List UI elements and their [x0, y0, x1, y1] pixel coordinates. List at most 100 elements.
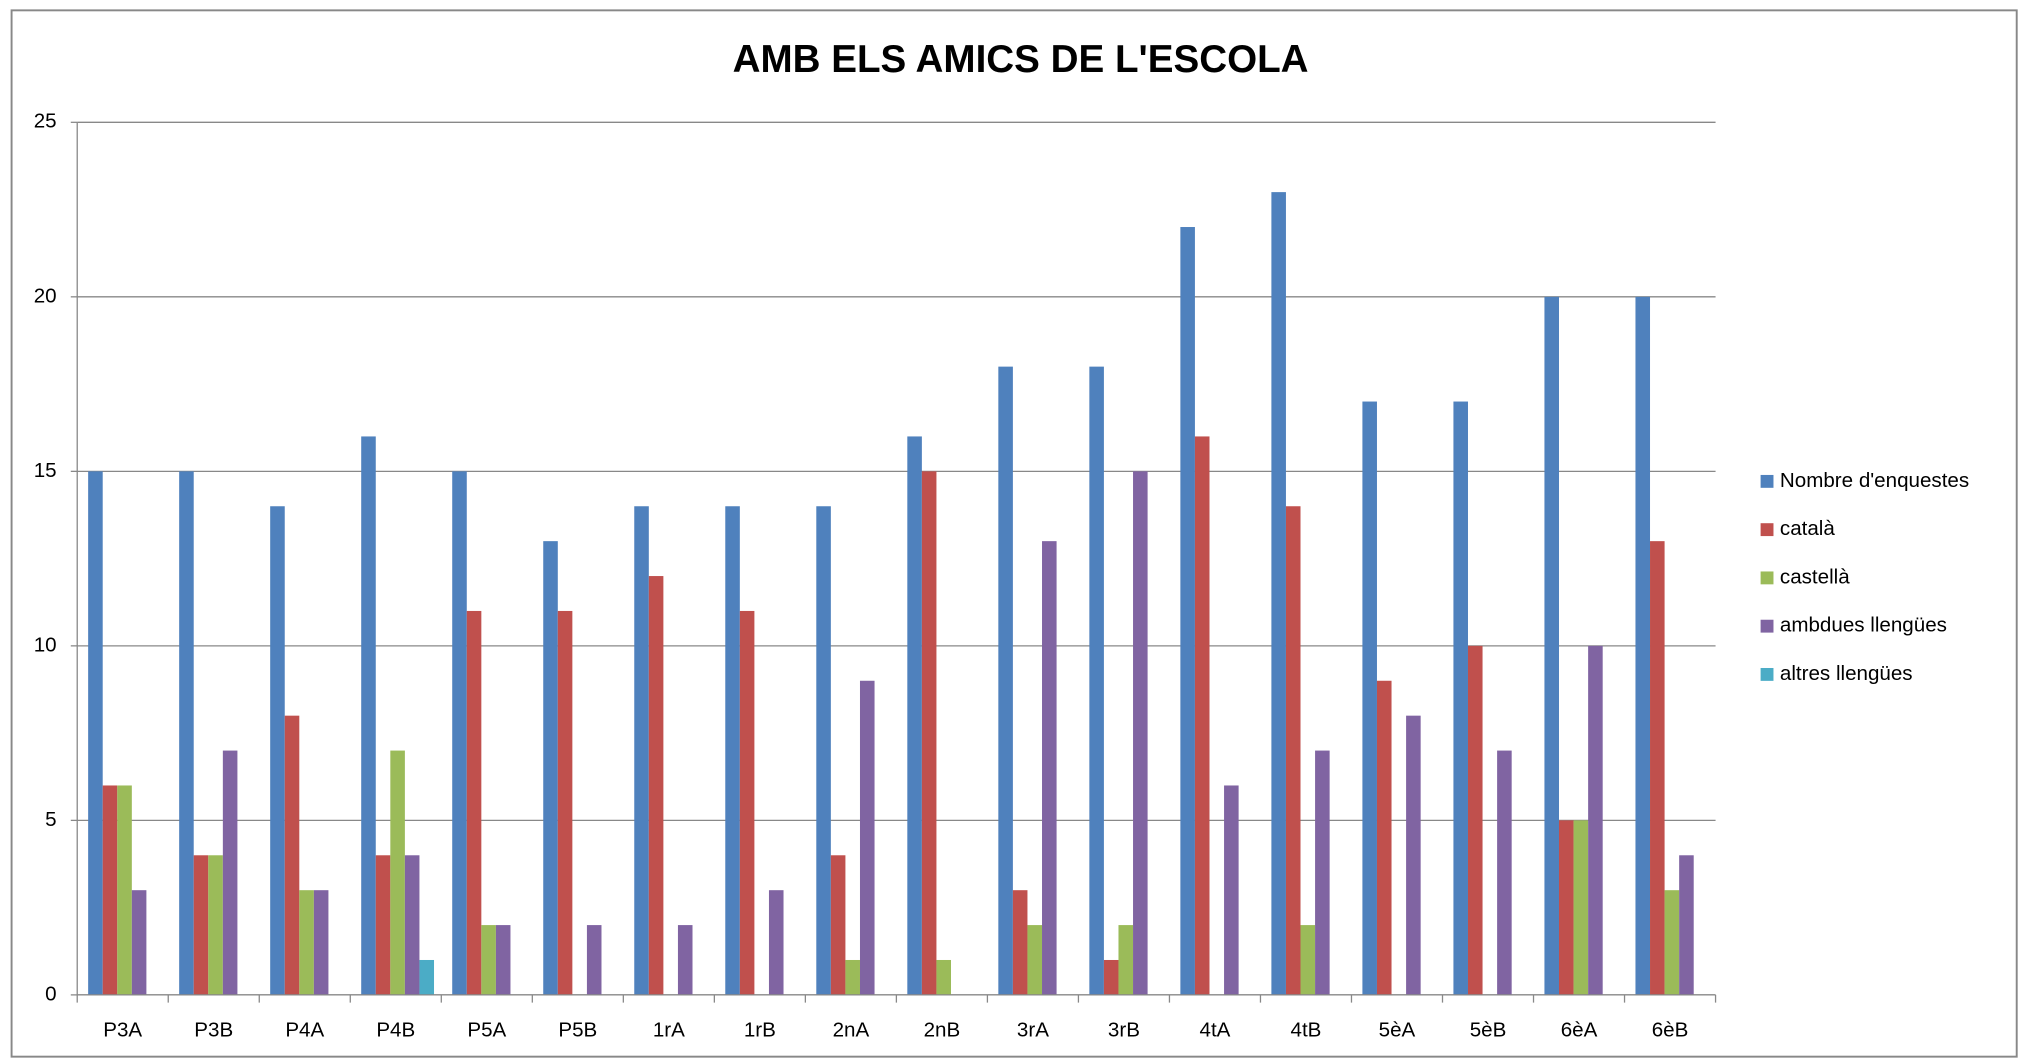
bar — [452, 471, 467, 995]
y-tick-label: 25 — [34, 110, 57, 133]
bar — [907, 436, 922, 995]
bar — [1118, 925, 1134, 995]
x-tick-label: 1rB — [744, 1018, 776, 1041]
bar — [586, 925, 602, 995]
x-tick-label: 5èA — [1379, 1018, 1416, 1041]
bar — [361, 436, 376, 995]
x-tick-label: 4tB — [1291, 1018, 1322, 1041]
x-tick-label: 2nB — [924, 1018, 961, 1041]
legend-swatch — [1760, 571, 1774, 585]
bar — [1376, 680, 1392, 995]
bar — [725, 506, 740, 995]
bar — [648, 576, 664, 995]
bar — [1467, 645, 1483, 995]
x-tick-label: P4B — [376, 1018, 415, 1041]
bar — [208, 855, 223, 995]
y-tick-label: 20 — [34, 284, 57, 307]
legend-swatch — [1760, 523, 1774, 537]
bar — [270, 506, 285, 995]
bar — [1012, 890, 1028, 995]
bar — [921, 471, 937, 995]
bar — [1285, 506, 1301, 995]
x-tick-label: P4A — [285, 1018, 324, 1041]
bar — [375, 855, 391, 995]
bar — [1315, 750, 1330, 995]
bar — [1679, 855, 1694, 995]
bar — [495, 925, 511, 995]
legend-label: català — [1780, 517, 1835, 540]
bar — [117, 785, 132, 995]
bar — [481, 925, 496, 995]
bar — [1133, 471, 1148, 995]
bar — [543, 541, 558, 995]
bar — [1453, 401, 1468, 995]
x-tick-label: 2nA — [833, 1018, 870, 1041]
bar — [768, 890, 784, 995]
bar — [859, 680, 875, 995]
bar — [1042, 541, 1057, 995]
x-tick-label: P5A — [467, 1018, 506, 1041]
bar — [284, 715, 300, 995]
bar — [830, 855, 846, 995]
x-tick-label: 3rB — [1108, 1018, 1140, 1041]
chart-title: AMB ELS AMICS DE L'ESCOLA — [733, 38, 1309, 81]
bar — [193, 855, 209, 995]
bar — [88, 471, 103, 995]
bar — [419, 959, 435, 995]
legend-swatch — [1760, 667, 1774, 681]
bar — [1089, 366, 1104, 995]
bar — [677, 925, 693, 995]
bar — [1194, 436, 1210, 995]
y-tick-label: 5 — [45, 808, 56, 831]
bar — [179, 471, 194, 995]
x-tick-label: 1rA — [653, 1018, 685, 1041]
bar — [222, 750, 238, 995]
bar — [1103, 959, 1119, 995]
bar — [1224, 785, 1239, 995]
bar — [1027, 925, 1043, 995]
bar — [998, 366, 1013, 995]
bar — [1362, 401, 1377, 995]
y-tick-label: 10 — [34, 633, 57, 656]
bar — [739, 610, 755, 995]
bar — [1271, 192, 1286, 995]
x-tick-label: 4tA — [1200, 1018, 1231, 1041]
x-tick-label: P3B — [194, 1018, 233, 1041]
bar — [1573, 820, 1589, 995]
bar — [845, 959, 860, 995]
y-tick-label: 15 — [34, 459, 57, 482]
bar — [1635, 296, 1651, 995]
y-tick-label: 0 — [45, 982, 56, 1005]
bar — [390, 750, 405, 995]
bar — [1559, 820, 1574, 995]
bar — [1406, 715, 1421, 995]
x-tick-label: P5B — [558, 1018, 597, 1041]
bar — [102, 785, 118, 995]
bar — [404, 855, 420, 995]
bar — [1300, 925, 1316, 995]
bar — [1664, 890, 1680, 995]
bar — [816, 506, 831, 995]
legend-label: altres llengües — [1780, 662, 1913, 685]
legend-label: ambdues llengües — [1780, 614, 1947, 637]
legend-label: castellà — [1780, 565, 1850, 588]
bar — [634, 506, 649, 995]
bar — [466, 610, 482, 995]
x-tick-label: 6èB — [1652, 1018, 1689, 1041]
legend-label: Nombre d'enquestes — [1780, 469, 1969, 492]
bar — [131, 890, 147, 995]
bar — [1544, 296, 1560, 995]
x-tick-label: 5èB — [1470, 1018, 1507, 1041]
x-tick-label: 3rA — [1017, 1018, 1049, 1041]
bar — [313, 890, 329, 995]
bar — [1180, 227, 1195, 995]
bar — [1588, 645, 1603, 995]
bar — [1497, 750, 1512, 995]
bar — [557, 610, 573, 995]
bar — [1650, 541, 1665, 995]
x-tick-label: P3A — [103, 1018, 142, 1041]
legend-swatch — [1760, 474, 1774, 488]
bar — [936, 959, 951, 995]
x-tick-label: 6èA — [1561, 1018, 1598, 1041]
